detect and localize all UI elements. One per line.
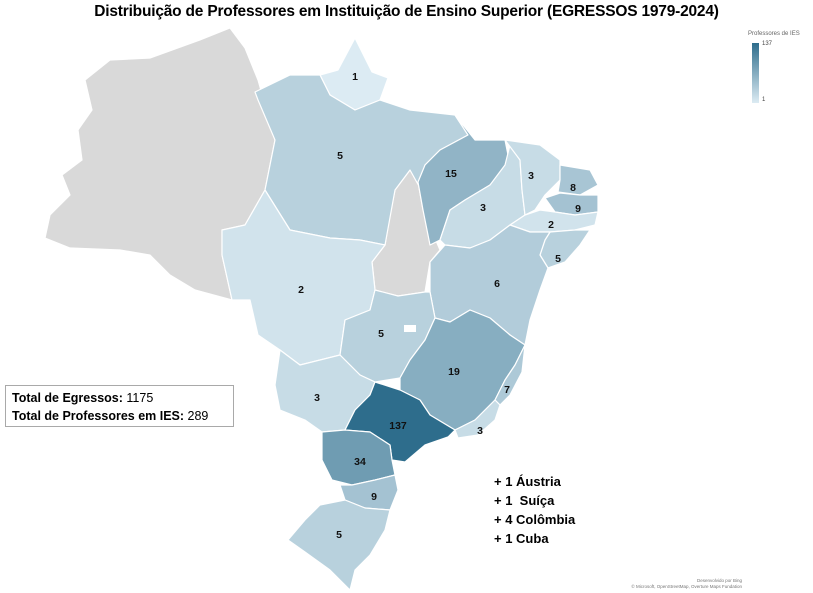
value-labels: 1 5 15 3 3 8 9 2 5 6 2 5 19 7 3 137 3 34…: [298, 71, 581, 541]
state-rs: [287, 499, 391, 591]
label-go: 5: [378, 328, 384, 340]
label-mg: 19: [448, 366, 460, 378]
no-data-region-north-west: [44, 27, 276, 301]
attribution-line: © Microsoft, OpenStreetMap, Overture Map…: [631, 584, 742, 589]
legend-gradient-bar: [752, 43, 759, 103]
label-pa: 5: [337, 150, 343, 162]
label-ce: 3: [528, 170, 534, 182]
label-pe: 2: [548, 219, 554, 231]
label-ms: 3: [314, 392, 320, 404]
legend-max-value: 137: [762, 41, 773, 47]
federal-district-gap: [404, 325, 416, 332]
color-legend: Professores de IES 137 1: [748, 31, 810, 111]
legend-min-value: 1: [762, 97, 766, 103]
label-pr: 34: [354, 456, 366, 468]
label-al-se: 5: [555, 253, 561, 265]
abroad-list: + 1 Áustria + 1 Suíça + 4 Colômbia + 1 C…: [494, 472, 575, 548]
label-ma: 15: [445, 168, 457, 180]
abroad-item: + 1 Suíça: [494, 493, 555, 508]
abroad-item: + 4 Colômbia: [494, 512, 576, 527]
attribution-line: Desenvolvido por Bing: [696, 578, 742, 583]
total-professores-line: Total de Professores em IES: 289: [12, 407, 227, 425]
label-ba: 6: [494, 278, 500, 290]
total-egressos-line: Total de Egressos: 1175: [12, 389, 227, 407]
label-ap: 1: [352, 71, 358, 83]
total-egressos-value: 1175: [126, 391, 154, 405]
abroad-item: + 1 Cuba: [494, 531, 549, 546]
label-sp: 137: [389, 420, 407, 432]
total-professores-value: 289: [187, 409, 209, 423]
map-title: Distribuição de Professores em Instituiç…: [94, 3, 719, 20]
totals-box: Total de Egressos: 1175 Total de Profess…: [5, 385, 234, 427]
state-rj: [454, 399, 501, 439]
label-rs: 5: [336, 529, 342, 541]
legend-title: Professores de IES: [748, 31, 800, 37]
label-pi: 3: [480, 202, 486, 214]
label-pb: 9: [575, 203, 581, 215]
total-egressos-label: Total de Egressos:: [12, 391, 123, 405]
label-es: 7: [504, 384, 510, 396]
total-professores-label: Total de Professores em IES:: [12, 409, 185, 423]
state-ce: [504, 139, 561, 216]
label-rj: 3: [477, 425, 483, 437]
map-attribution: Desenvolvido por Bing © Microsoft, OpenS…: [612, 578, 742, 590]
label-sc: 9: [371, 491, 377, 503]
abroad-item: + 1 Áustria: [494, 474, 561, 489]
state-rn: [557, 164, 599, 196]
label-mt: 2: [298, 284, 304, 296]
label-rn: 8: [570, 182, 576, 194]
